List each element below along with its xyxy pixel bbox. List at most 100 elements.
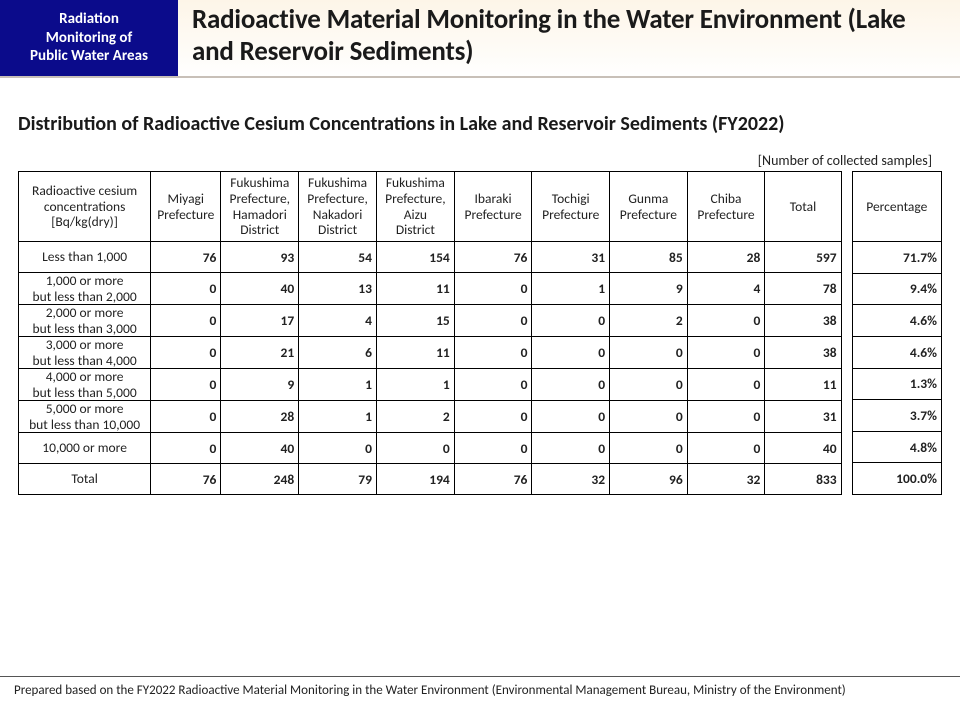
cell-value: 0 — [454, 337, 532, 369]
cell-value: 0 — [610, 369, 688, 401]
main-table: Radioactive cesiumconcentrations[Bq/kg(d… — [18, 171, 842, 495]
table-row: 3,000 or morebut less than 4,00002161100… — [19, 337, 842, 369]
cell-value: 17 — [221, 305, 299, 337]
cell-value: 0 — [532, 369, 610, 401]
cell-value: 0 — [299, 433, 377, 464]
cell-value: 0 — [532, 337, 610, 369]
col-header: IbarakiPrefecture — [454, 172, 532, 242]
cell-value: 0 — [532, 305, 610, 337]
tables-wrap: Radioactive cesiumconcentrations[Bq/kg(d… — [18, 171, 942, 495]
cell-value: 76 — [454, 464, 532, 495]
cell-value: 21 — [221, 337, 299, 369]
table-row: Less than 1,00076935415476318528597 — [19, 242, 842, 273]
pct-value: 4.8% — [852, 431, 941, 463]
cell-value: 0 — [454, 433, 532, 464]
cell-value: 85 — [610, 242, 688, 273]
category-badge: Radiation Monitoring of Public Water Are… — [0, 0, 178, 76]
cell-value: 38 — [765, 305, 841, 337]
cell-value: 248 — [221, 464, 299, 495]
cell-value: 0 — [687, 337, 765, 369]
row-label: 1,000 or morebut less than 2,000 — [19, 273, 151, 305]
cell-value: 1 — [532, 273, 610, 305]
pct-value: 4.6% — [852, 336, 941, 368]
cell-value: 40 — [221, 273, 299, 305]
cell-value: 32 — [687, 464, 765, 495]
cell-value: 4 — [299, 305, 377, 337]
col-header: FukushimaPrefecture,NakadoriDistrict — [299, 172, 377, 242]
col-header: MiyagiPrefecture — [151, 172, 221, 242]
col-header: FukushimaPrefecture,HamadoriDistrict — [221, 172, 299, 242]
cell-value: 78 — [765, 273, 841, 305]
cell-value: 0 — [610, 433, 688, 464]
cell-value: 31 — [532, 242, 610, 273]
cell-value: 0 — [687, 433, 765, 464]
table-row: 4,000 or morebut less than 5,00009110000… — [19, 369, 842, 401]
cell-value: 6 — [299, 337, 377, 369]
table-row: 4.6% — [852, 336, 941, 368]
cell-value: 0 — [151, 305, 221, 337]
badge-line: Radiation — [6, 10, 172, 29]
cell-value: 0 — [610, 337, 688, 369]
pct-value: 71.7% — [852, 242, 941, 274]
table-row: 1,000 or morebut less than 2,00004013110… — [19, 273, 842, 305]
cell-value: 0 — [687, 369, 765, 401]
row-label: 10,000 or more — [19, 433, 151, 464]
cell-value: 11 — [376, 337, 454, 369]
cell-value: 0 — [687, 305, 765, 337]
col-header: GunmaPrefecture — [610, 172, 688, 242]
cell-value: 0 — [454, 273, 532, 305]
cell-value: 0 — [687, 401, 765, 433]
cell-value: 9 — [610, 273, 688, 305]
cell-value: 1 — [299, 369, 377, 401]
subtitle: Distribution of Radioactive Cesium Conce… — [18, 112, 960, 136]
cell-value: 4 — [687, 273, 765, 305]
cell-value: 154 — [376, 242, 454, 273]
row-label: 4,000 or morebut less than 5,000 — [19, 369, 151, 401]
cell-value: 11 — [765, 369, 841, 401]
pct-value: 3.7% — [852, 400, 941, 432]
cell-value: 28 — [221, 401, 299, 433]
cell-value: 40 — [765, 433, 841, 464]
cell-value: 11 — [376, 273, 454, 305]
cell-value: 0 — [151, 273, 221, 305]
cell-value: 31 — [765, 401, 841, 433]
col-header: FukushimaPrefecture,AizuDistrict — [376, 172, 454, 242]
footer-note: Prepared based on the FY2022 Radioactive… — [0, 676, 960, 698]
row-label: Less than 1,000 — [19, 242, 151, 273]
cell-value: 38 — [765, 337, 841, 369]
cell-value: 1 — [299, 401, 377, 433]
table-row: 4.8% — [852, 431, 941, 463]
page-title: Radioactive Material Monitoring in the W… — [178, 0, 960, 76]
cell-value: 0 — [454, 401, 532, 433]
cell-value: 96 — [610, 464, 688, 495]
cell-value: 0 — [532, 401, 610, 433]
header: Radiation Monitoring of Public Water Are… — [0, 0, 960, 78]
cell-value: 0 — [151, 369, 221, 401]
cell-value: 0 — [610, 401, 688, 433]
cell-value: 79 — [299, 464, 377, 495]
samples-label: [Number of collected samples] — [0, 152, 932, 169]
table-row: 2,000 or morebut less than 3,00001741500… — [19, 305, 842, 337]
pct-header: Percentage — [852, 172, 941, 242]
row-label: 3,000 or morebut less than 4,000 — [19, 337, 151, 369]
col-header: TochigiPrefecture — [532, 172, 610, 242]
cell-value: 1 — [376, 369, 454, 401]
cell-value: 28 — [687, 242, 765, 273]
cell-value: 597 — [765, 242, 841, 273]
table-row: Total762487919476329632833 — [19, 464, 842, 495]
table-row: 1.3% — [852, 368, 941, 400]
table-row: 4.6% — [852, 305, 941, 337]
cell-value: 2 — [376, 401, 454, 433]
pct-value: 9.4% — [852, 273, 941, 305]
cell-value: 0 — [532, 433, 610, 464]
pct-value: 1.3% — [852, 368, 941, 400]
col-header: ChibaPrefecture — [687, 172, 765, 242]
badge-line: Public Water Areas — [6, 47, 172, 66]
cell-value: 32 — [532, 464, 610, 495]
cell-value: 2 — [610, 305, 688, 337]
cell-value: 54 — [299, 242, 377, 273]
badge-line: Monitoring of — [6, 29, 172, 48]
table-row: 3.7% — [852, 400, 941, 432]
table-row: 100.0% — [852, 463, 941, 495]
cell-value: 9 — [221, 369, 299, 401]
